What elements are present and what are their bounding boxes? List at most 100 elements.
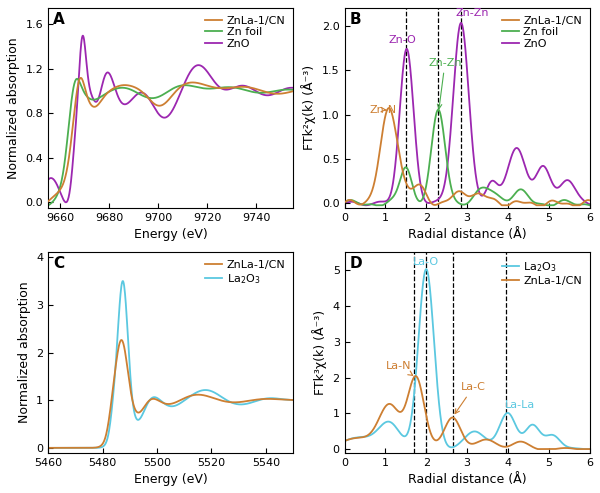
- Y-axis label: FTk³χ(k) (Å⁻³): FTk³χ(k) (Å⁻³): [312, 310, 327, 395]
- La$_2$O$_3$: [552, 433, 559, 439]
- ZnO: [341, 201, 348, 207]
- Text: La-O: La-O: [413, 257, 439, 267]
- ZnO: [490, 178, 497, 184]
- Legend: La$_2$O$_3$, ZnLa-1/CN: La$_2$O$_3$, ZnLa-1/CN: [500, 258, 584, 288]
- Zn foil: [289, 87, 296, 93]
- Line: Zn foil: Zn foil: [48, 79, 293, 206]
- Text: La-N: La-N: [385, 361, 413, 375]
- ZnLa-1/CN: [209, 395, 216, 401]
- ZnLa-1/CN: [553, 199, 560, 205]
- ZnO: [553, 185, 560, 191]
- Zn foil: [74, 76, 81, 82]
- ZnLa-1/CN: [586, 197, 593, 203]
- Zn foil: [356, 201, 363, 207]
- ZnLa-1/CN: [289, 397, 296, 403]
- La$_2$O$_3$: [484, 436, 491, 442]
- Line: La$_2$O$_3$: La$_2$O$_3$: [344, 269, 590, 449]
- Zn foil: [189, 83, 196, 89]
- ZnO: [497, 181, 505, 187]
- ZnLa-1/CN: [108, 87, 115, 93]
- ZnLa-1/CN: [156, 103, 163, 108]
- ZnLa-1/CN: [490, 196, 497, 202]
- Y-axis label: Normalized absorption: Normalized absorption: [7, 37, 20, 178]
- La$_2$O$_3$: [422, 266, 430, 272]
- Zn foil: [586, 202, 593, 208]
- X-axis label: Energy (eV): Energy (eV): [134, 228, 208, 242]
- ZnO: [44, 177, 52, 183]
- ZnLa-1/CN: [209, 84, 216, 90]
- ZnLa-1/CN: [484, 437, 491, 443]
- ZnLa-1/CN: [341, 200, 348, 206]
- ZnLa-1/CN: [229, 399, 236, 405]
- ZnLa-1/CN: [44, 445, 52, 451]
- Zn foil: [341, 200, 348, 206]
- Line: ZnLa-1/CN: ZnLa-1/CN: [344, 376, 590, 449]
- ZnO: [362, 202, 370, 208]
- X-axis label: Radial distance (Å): Radial distance (Å): [408, 473, 526, 486]
- Zn foil: [229, 84, 236, 90]
- ZnLa-1/CN: [88, 445, 95, 451]
- La$_2$O$_3$: [189, 391, 196, 397]
- La$_2$O$_3$: [88, 445, 95, 451]
- Zn foil: [527, 197, 535, 203]
- Zn foil: [373, 202, 380, 208]
- La$_2$O$_3$: [490, 434, 497, 440]
- ZnLa-1/CN: [490, 439, 497, 445]
- ZnO: [356, 201, 363, 207]
- La$_2$O$_3$: [341, 438, 348, 444]
- La$_2$O$_3$: [44, 445, 52, 451]
- Text: Zn-Zn: Zn-Zn: [455, 8, 489, 18]
- Text: C: C: [53, 256, 64, 272]
- Zn foil: [484, 185, 491, 191]
- ZnLa-1/CN: [229, 84, 236, 90]
- ZnLa-1/CN: [484, 194, 491, 200]
- ZnLa-1/CN: [356, 435, 363, 441]
- ZnO: [62, 199, 70, 205]
- ZnO: [89, 94, 96, 100]
- ZnO: [457, 20, 464, 26]
- Zn foil: [108, 88, 115, 94]
- Zn foil: [435, 106, 442, 112]
- ZnO: [109, 76, 116, 82]
- ZnLa-1/CN: [189, 79, 196, 85]
- ZnLa-1/CN: [535, 446, 542, 452]
- La$_2$O$_3$: [156, 396, 163, 402]
- Y-axis label: Normalized absorption: Normalized absorption: [17, 282, 31, 423]
- ZnO: [586, 201, 593, 207]
- ZnLa-1/CN: [527, 443, 534, 449]
- La$_2$O$_3$: [209, 388, 216, 394]
- La$_2$O$_3$: [527, 423, 534, 428]
- ZnO: [190, 65, 197, 71]
- Text: La-C: La-C: [455, 382, 486, 414]
- Line: ZnO: ZnO: [344, 23, 590, 205]
- Line: ZnO: ZnO: [48, 35, 293, 202]
- Y-axis label: FTk²χ(k) (Å⁻³): FTk²χ(k) (Å⁻³): [301, 65, 316, 150]
- ZnLa-1/CN: [497, 443, 505, 449]
- ZnO: [209, 76, 216, 82]
- ZnLa-1/CN: [553, 446, 560, 452]
- Line: ZnLa-1/CN: ZnLa-1/CN: [48, 340, 293, 448]
- Text: B: B: [349, 12, 361, 27]
- ZnO: [289, 85, 296, 91]
- ZnO: [484, 184, 491, 190]
- Legend: ZnLa-1/CN, La$_2$O$_3$: ZnLa-1/CN, La$_2$O$_3$: [203, 258, 287, 288]
- ZnLa-1/CN: [118, 337, 125, 343]
- ZnLa-1/CN: [385, 105, 392, 111]
- ZnLa-1/CN: [527, 200, 535, 206]
- Text: D: D: [349, 256, 362, 272]
- ZnO: [156, 112, 163, 118]
- La$_2$O$_3$: [229, 400, 236, 406]
- La$_2$O$_3$: [119, 278, 127, 284]
- Text: La-La: La-La: [505, 400, 535, 411]
- Zn foil: [497, 195, 505, 201]
- Legend: ZnLa-1/CN, Zn foil, ZnO: ZnLa-1/CN, Zn foil, ZnO: [500, 13, 584, 51]
- ZnLa-1/CN: [356, 202, 363, 208]
- ZnLa-1/CN: [156, 398, 163, 404]
- Zn foil: [88, 97, 95, 103]
- Line: ZnLa-1/CN: ZnLa-1/CN: [48, 78, 293, 201]
- Line: La$_2$O$_3$: La$_2$O$_3$: [48, 281, 293, 448]
- ZnO: [79, 33, 86, 38]
- Legend: ZnLa-1/CN, Zn foil, ZnO: ZnLa-1/CN, Zn foil, ZnO: [203, 13, 287, 51]
- X-axis label: Energy (eV): Energy (eV): [134, 473, 208, 486]
- La$_2$O$_3$: [586, 446, 593, 452]
